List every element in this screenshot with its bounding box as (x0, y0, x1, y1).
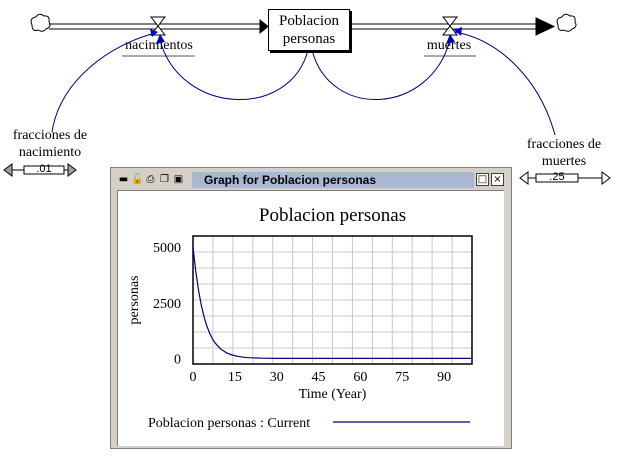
x-tick-label: 15 (228, 370, 242, 385)
param-death-label-line1: fracciones de (526, 137, 602, 152)
stock-label-line2: personas (282, 31, 336, 47)
param-birth-label-line1: fracciones de (12, 128, 88, 143)
y-tick-label: 5000 (153, 241, 181, 256)
print-icon[interactable]: ⎙ (146, 174, 155, 185)
save-icon[interactable]: ▣ (173, 174, 184, 185)
graph-window[interactable]: ▬ 🔓 ⎙ ❐ ▣ Graph for Poblacion personas □… (110, 167, 512, 449)
population-chart: Poblacion personas 0 15 30 45 60 75 90 5000 2500 0… (127, 205, 473, 431)
inflow-valve-icon[interactable] (149, 16, 167, 36)
x-tick-label: 75 (395, 370, 409, 385)
outflow-pipe[interactable] (350, 17, 556, 36)
graph-window-titlebar[interactable]: ▬ 🔓 ⎙ ❐ ▣ Graph for Poblacion personas □… (114, 172, 508, 188)
close-button[interactable]: × (491, 173, 504, 186)
connector-arrows (51, 31, 556, 136)
maximize-button[interactable]: □ (476, 173, 489, 186)
plot-frame (192, 235, 473, 365)
y-tick-label: 0 (174, 352, 181, 367)
minimize-icon[interactable]: ▬ (118, 174, 129, 185)
birth-slider-value: .01 (36, 163, 52, 175)
inflow-pipe[interactable] (49, 18, 269, 35)
flow-label-muertes[interactable]: muertes (426, 38, 472, 53)
x-tick-label: 0 (190, 370, 197, 385)
graph-body: Poblacion personas 0 15 30 45 60 75 90 5000 2500 0… (117, 190, 504, 446)
x-tick-label: 90 (437, 370, 451, 385)
series-line (192, 247, 472, 359)
x-tick-label: 60 (353, 370, 367, 385)
connector-arrowheads (150, 27, 462, 44)
x-axis-label: Time (Year) (299, 387, 367, 402)
birth-slider[interactable] (3, 163, 77, 177)
stock-poblacion-personas[interactable]: Poblacion personas (268, 9, 350, 51)
param-birth-label-line2: nacimiento (18, 145, 82, 160)
copy-icon[interactable]: ❐ (160, 174, 169, 185)
flow-label-nacimientos[interactable]: nacimientos (125, 38, 193, 53)
x-tick-label: 30 (270, 370, 284, 385)
graph-window-title: Graph for Poblacion personas (192, 172, 474, 188)
y-axis-label: personas (127, 276, 142, 325)
x-tick-label: 45 (312, 370, 326, 385)
chart-title: Poblacion personas (259, 205, 406, 226)
lock-icon[interactable]: 🔓 (131, 174, 144, 185)
legend-label: Poblacion personas : Current (148, 416, 310, 431)
source-cloud-icon (30, 13, 51, 32)
stock-label-line1: Poblacion (279, 13, 339, 29)
death-slider[interactable] (519, 171, 611, 185)
y-tick-label: 2500 (153, 297, 181, 312)
param-death-label-line2: muertes (541, 154, 587, 169)
outflow-valve-icon[interactable] (441, 16, 459, 36)
death-slider-value: .25 (549, 171, 565, 183)
sink-cloud-icon (556, 13, 577, 32)
